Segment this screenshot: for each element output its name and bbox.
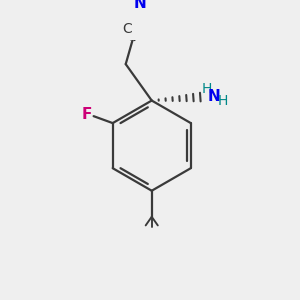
Text: N: N bbox=[207, 89, 220, 104]
Text: N: N bbox=[133, 0, 146, 11]
Text: C: C bbox=[123, 22, 132, 36]
Text: F: F bbox=[82, 107, 92, 122]
Text: H: H bbox=[218, 94, 228, 108]
Text: H: H bbox=[202, 82, 212, 96]
